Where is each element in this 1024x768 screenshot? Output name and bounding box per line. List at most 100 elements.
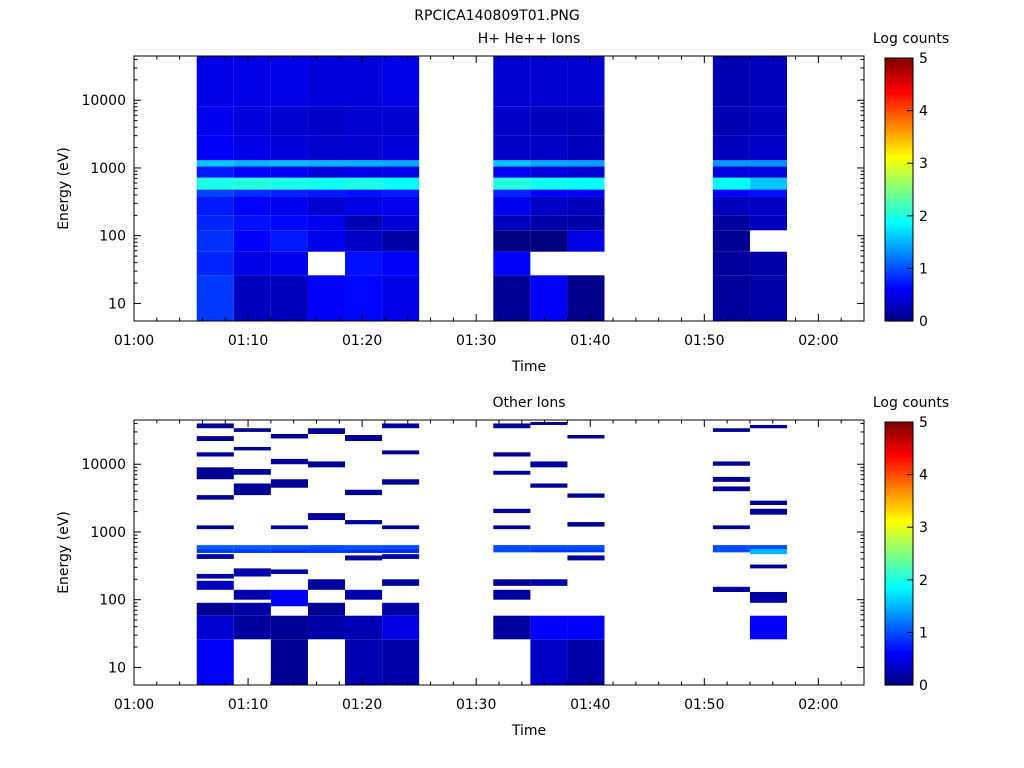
heatmap-cell [345, 251, 383, 276]
colorbar-swatch [885, 102, 913, 106]
colorbar-swatch [885, 249, 913, 254]
colorbar-swatch [885, 487, 913, 491]
heatmap-cell [307, 215, 346, 231]
x-tick-label: 01:10 [228, 697, 268, 713]
heatmap-cell [749, 166, 788, 178]
heatmap-cell [270, 56, 308, 107]
heatmap-cell [196, 615, 234, 640]
colorbar-swatch [885, 621, 913, 626]
colorbar-swatch [885, 186, 913, 191]
colorbar-swatch [885, 294, 913, 298]
colorbar-swatch [885, 215, 913, 220]
x-tick-label: 01:20 [342, 697, 382, 713]
colorbar-frame [884, 57, 914, 322]
heatmap-cell [233, 602, 271, 616]
heatmap-cell [493, 177, 531, 190]
colorbar-swatch [885, 569, 913, 573]
heatmap-cell [233, 215, 271, 231]
x-tick-label: 01:00 [114, 697, 154, 713]
y-tick-label: 10 [108, 296, 126, 312]
heatmap-cell [382, 450, 420, 455]
colorbar-swatch [885, 561, 913, 565]
heatmap-cell [530, 545, 568, 550]
colorbar-swatch [885, 514, 913, 518]
colorbar-swatch [885, 213, 913, 217]
heatmap-cell [749, 564, 788, 569]
colorbar-swatch [885, 181, 913, 185]
colorbar-swatch [885, 624, 913, 628]
colorbar-swatch [885, 292, 913, 296]
heatmap-cell [270, 160, 308, 167]
heatmap-cell [493, 56, 531, 107]
heatmap-cell [712, 177, 750, 190]
heatmap-cell [307, 602, 346, 616]
heatmap-cell [270, 433, 308, 439]
heatmap-cell [345, 196, 383, 216]
colorbar-swatch [885, 171, 913, 175]
colorbar-swatch [885, 582, 913, 586]
heatmap-cell [493, 135, 531, 161]
colorbar-swatch [885, 126, 913, 130]
y-tick-label: 100 [99, 593, 126, 609]
heatmap-cell [270, 569, 308, 574]
colorbar-swatch [885, 302, 913, 306]
colorbar-swatch [885, 147, 913, 151]
colorbar-swatch [885, 558, 913, 562]
colorbar-swatch [885, 184, 913, 188]
heatmap-cell [270, 196, 308, 216]
heatmap-cell [270, 479, 308, 488]
heatmap-cell [382, 56, 420, 107]
heatmap-cell [196, 573, 234, 579]
heatmap-cell [749, 508, 788, 515]
colorbar-swatch [885, 453, 913, 457]
colorbar-swatch [885, 68, 913, 72]
heatmap-cell [196, 166, 234, 178]
heatmap-cell [307, 177, 346, 190]
colorbar-swatch [885, 73, 913, 78]
heatmap-cell [345, 639, 383, 685]
heatmap-cell [749, 500, 788, 506]
colorbar-swatch [885, 608, 913, 612]
colorbar-swatch [885, 671, 913, 676]
x-tick-label: 01:30 [456, 333, 496, 349]
heatmap-cell [270, 251, 308, 276]
heatmap-cell [712, 196, 750, 216]
colorbar-swatch [885, 207, 913, 212]
colorbar-swatch [885, 276, 913, 280]
heatmap-cell [567, 435, 605, 439]
colorbar-swatch [885, 645, 913, 649]
heatmap-cell [712, 545, 750, 553]
colorbar-swatch [885, 577, 913, 581]
heatmap-cell [493, 189, 531, 197]
x-tick-label: 01:40 [570, 697, 610, 713]
colorbar-swatch [885, 537, 913, 541]
heatmap-cell [567, 196, 605, 216]
heatmap-cell [382, 230, 420, 252]
heatmap-cell [567, 160, 605, 167]
heatmap-cell [382, 177, 420, 190]
x-tick-label: 02:00 [798, 333, 838, 349]
heatmap-cell [270, 189, 308, 197]
colorbar-swatch [885, 165, 913, 170]
heatmap-cell [233, 483, 271, 496]
colorbar-swatch [885, 506, 913, 510]
colorbar-swatch [885, 318, 913, 322]
heatmap-cell [196, 135, 234, 161]
heatmap-cell [530, 56, 568, 107]
heatmap-cell [345, 549, 383, 553]
heatmap-cell [270, 230, 308, 252]
colorbar-swatch [885, 635, 913, 639]
heatmap-cell [270, 545, 308, 550]
colorbar-swatch [885, 89, 913, 93]
colorbar-swatch [885, 79, 913, 83]
heatmap-cell [307, 549, 346, 553]
heatmap-cell [345, 177, 383, 190]
colorbar-swatch [885, 63, 913, 67]
colorbar-swatch [885, 471, 913, 476]
colorbar-swatch [885, 606, 913, 610]
colorbar-swatch [885, 666, 913, 670]
colorbar-frame [884, 421, 914, 686]
colorbar-swatch [885, 178, 913, 183]
x-tick-label: 01:20 [342, 333, 382, 349]
